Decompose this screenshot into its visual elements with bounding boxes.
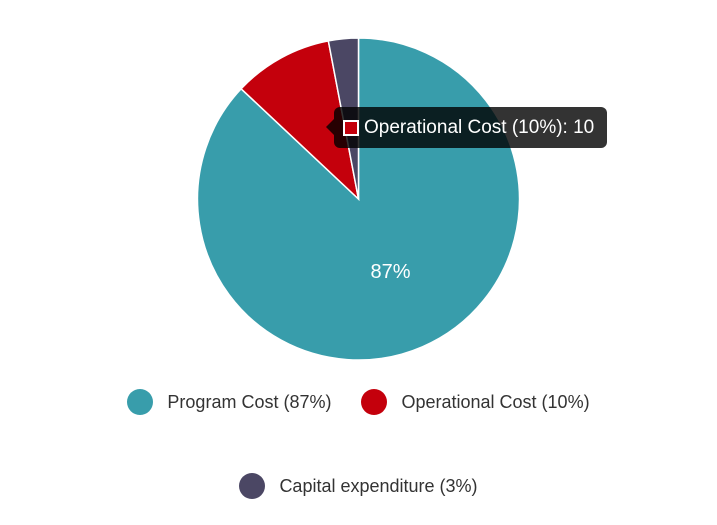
legend-marker-icon <box>127 389 154 415</box>
legend-item-operational-cost[interactable]: Operational Cost (10%) <box>361 388 590 416</box>
slice-data-label: 87% <box>370 261 410 283</box>
legend-item-program-cost[interactable]: Program Cost (87%) <box>127 388 331 416</box>
tooltip-color-swatch <box>343 119 359 136</box>
legend-item-capital-expenditure[interactable]: Capital expenditure (3%) <box>239 472 478 500</box>
legend-marker-icon <box>361 389 388 415</box>
pie-plot-area: 87% <box>196 37 521 361</box>
legend-label: Capital expenditure (3%) <box>279 475 478 496</box>
legend-label: Program Cost (87%) <box>167 391 332 412</box>
chart-legend: Program Cost (87%) Operational Cost (10%… <box>0 388 717 500</box>
pie-slice-operational-cost[interactable] <box>240 39 360 202</box>
chart-tooltip: Operational Cost (10%): 10 <box>325 107 608 148</box>
legend-label: Operational Cost (10%) <box>401 391 590 412</box>
tooltip-text: Operational Cost (10%): 10 <box>364 116 595 138</box>
legend-marker-icon <box>239 473 266 499</box>
